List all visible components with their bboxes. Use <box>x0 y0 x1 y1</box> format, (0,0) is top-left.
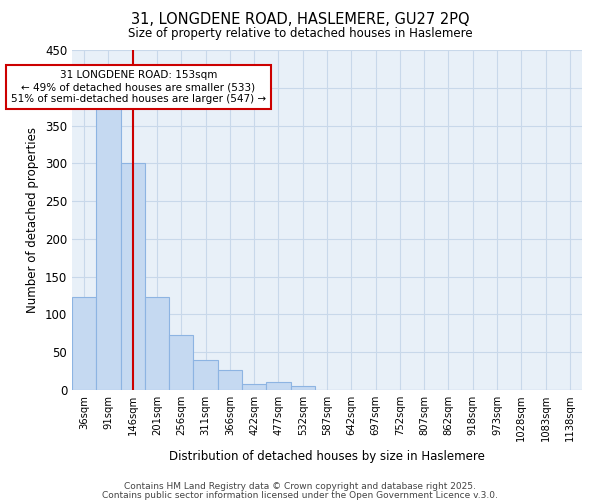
Bar <box>193 360 218 390</box>
Bar <box>72 297 96 390</box>
Text: Contains HM Land Registry data © Crown copyright and database right 2025.: Contains HM Land Registry data © Crown c… <box>124 482 476 491</box>
Text: 31 LONGDENE ROAD: 153sqm
← 49% of detached houses are smaller (533)
51% of semi-: 31 LONGDENE ROAD: 153sqm ← 49% of detach… <box>11 70 266 104</box>
Text: 31, LONGDENE ROAD, HASLEMERE, GU27 2PQ: 31, LONGDENE ROAD, HASLEMERE, GU27 2PQ <box>131 12 469 28</box>
X-axis label: Distribution of detached houses by size in Haslemere: Distribution of detached houses by size … <box>169 450 485 462</box>
Bar <box>266 382 290 390</box>
Bar <box>145 297 169 390</box>
Bar <box>218 370 242 390</box>
Bar <box>121 164 145 390</box>
Bar <box>242 384 266 390</box>
Bar <box>96 106 121 390</box>
Y-axis label: Number of detached properties: Number of detached properties <box>26 127 40 313</box>
Bar <box>290 386 315 390</box>
Text: Contains public sector information licensed under the Open Government Licence v.: Contains public sector information licen… <box>102 490 498 500</box>
Text: Size of property relative to detached houses in Haslemere: Size of property relative to detached ho… <box>128 28 472 40</box>
Bar <box>169 335 193 390</box>
